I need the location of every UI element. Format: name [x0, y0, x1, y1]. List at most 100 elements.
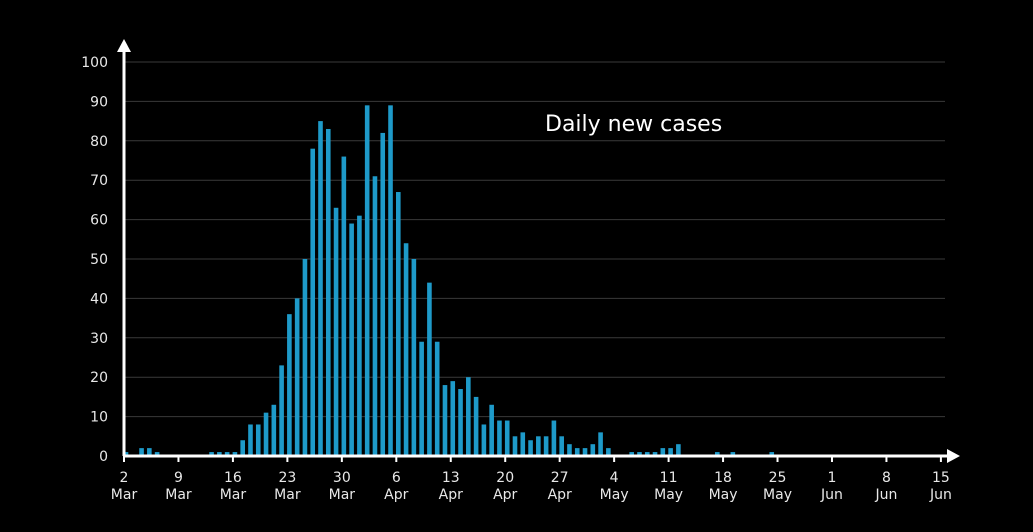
x-tick-day: 25 — [769, 470, 787, 486]
x-tick-day: 18 — [714, 470, 732, 486]
bar — [574, 448, 580, 456]
x-tick-labels: 2Mar9Mar16Mar23Mar30Mar6Apr13Apr20Apr27A… — [111, 456, 952, 503]
x-tick-month: Jun — [875, 487, 898, 503]
x-tick-day: 27 — [551, 470, 569, 486]
y-tick-label: 20 — [90, 370, 108, 386]
x-tick-day: 11 — [660, 470, 678, 486]
axes — [117, 39, 960, 463]
x-tick-month: Apr — [493, 487, 517, 503]
bar — [380, 132, 386, 457]
y-tick-label: 40 — [90, 291, 108, 307]
bar — [590, 444, 596, 456]
bar — [240, 440, 245, 456]
y-tick-label: 100 — [81, 55, 108, 71]
x-tick-month: Apr — [439, 487, 463, 503]
bar — [543, 436, 549, 456]
bar — [606, 448, 611, 456]
bar — [473, 396, 479, 456]
y-tick-label: 80 — [90, 134, 108, 150]
x-tick-day: 20 — [496, 470, 514, 486]
bar — [567, 444, 572, 456]
bar — [341, 156, 347, 456]
x-tick-month: May — [600, 487, 629, 503]
y-axis-arrow — [117, 39, 131, 52]
bar — [551, 420, 557, 456]
x-tick-day: 2 — [120, 470, 129, 486]
bar — [255, 424, 261, 456]
x-tick-day: 6 — [392, 470, 401, 486]
x-tick-day: 8 — [882, 470, 891, 486]
bar — [279, 365, 284, 456]
bar — [481, 424, 487, 456]
x-tick-day: 15 — [932, 470, 950, 486]
bar — [668, 448, 673, 456]
bar — [349, 223, 354, 456]
bar — [287, 314, 292, 456]
bar — [652, 452, 658, 456]
bar — [504, 420, 510, 456]
bar — [154, 452, 160, 456]
bar — [598, 432, 603, 456]
bar — [442, 385, 448, 456]
bar — [364, 105, 370, 456]
x-tick-day: 1 — [828, 470, 837, 486]
bar — [224, 452, 230, 456]
bar — [271, 404, 277, 456]
x-tick-month: May — [709, 487, 738, 503]
bar — [512, 436, 518, 456]
bar — [714, 452, 720, 456]
bar — [123, 452, 129, 456]
bar — [660, 448, 666, 456]
x-tick-month: Mar — [274, 487, 301, 503]
bar — [450, 381, 456, 456]
x-tick-month: May — [654, 487, 683, 503]
y-tick-label: 90 — [90, 94, 108, 110]
bar — [232, 452, 238, 456]
gridlines — [124, 61, 945, 418]
x-tick-month: Jun — [820, 487, 843, 503]
x-tick-day: 16 — [224, 470, 242, 486]
y-tick-label: 30 — [90, 331, 108, 347]
y-tick-labels: 0 10 20 30 40 50 60 70 80 90 100 — [81, 55, 108, 465]
x-tick-month: Mar — [220, 487, 247, 503]
x-tick-day: 23 — [278, 470, 296, 486]
bar — [730, 452, 736, 456]
x-tick-day: 30 — [333, 470, 351, 486]
bar — [139, 448, 144, 456]
bar — [411, 259, 417, 456]
bar — [209, 452, 214, 456]
x-tick-month: Mar — [165, 487, 192, 503]
bars — [123, 105, 775, 457]
bar — [637, 452, 642, 456]
bar — [520, 432, 526, 456]
y-tick-label: 10 — [90, 410, 108, 426]
bar — [294, 298, 300, 456]
bar — [458, 389, 463, 456]
bar — [388, 105, 393, 456]
bar — [403, 243, 409, 456]
x-tick-month: Apr — [384, 487, 408, 503]
bar — [466, 377, 471, 456]
bar — [357, 215, 362, 456]
bar — [676, 444, 681, 456]
bar — [419, 341, 424, 456]
x-tick-month: Mar — [329, 487, 356, 503]
bar — [217, 452, 222, 456]
x-tick-month: May — [763, 487, 792, 503]
x-tick-month: Apr — [548, 487, 572, 503]
chart-title: Daily new cases — [545, 112, 722, 137]
y-tick-label: 50 — [90, 252, 108, 268]
bar — [372, 176, 378, 456]
bar — [427, 282, 432, 456]
bar — [263, 412, 269, 456]
bar — [325, 128, 331, 457]
x-tick-day: 4 — [610, 470, 619, 486]
x-tick-month: Mar — [111, 487, 138, 503]
bar — [582, 448, 588, 456]
bar — [559, 436, 564, 456]
bar — [536, 436, 541, 456]
bar — [497, 420, 502, 456]
x-axis-arrow — [947, 449, 960, 463]
y-tick-label: 60 — [90, 213, 108, 229]
